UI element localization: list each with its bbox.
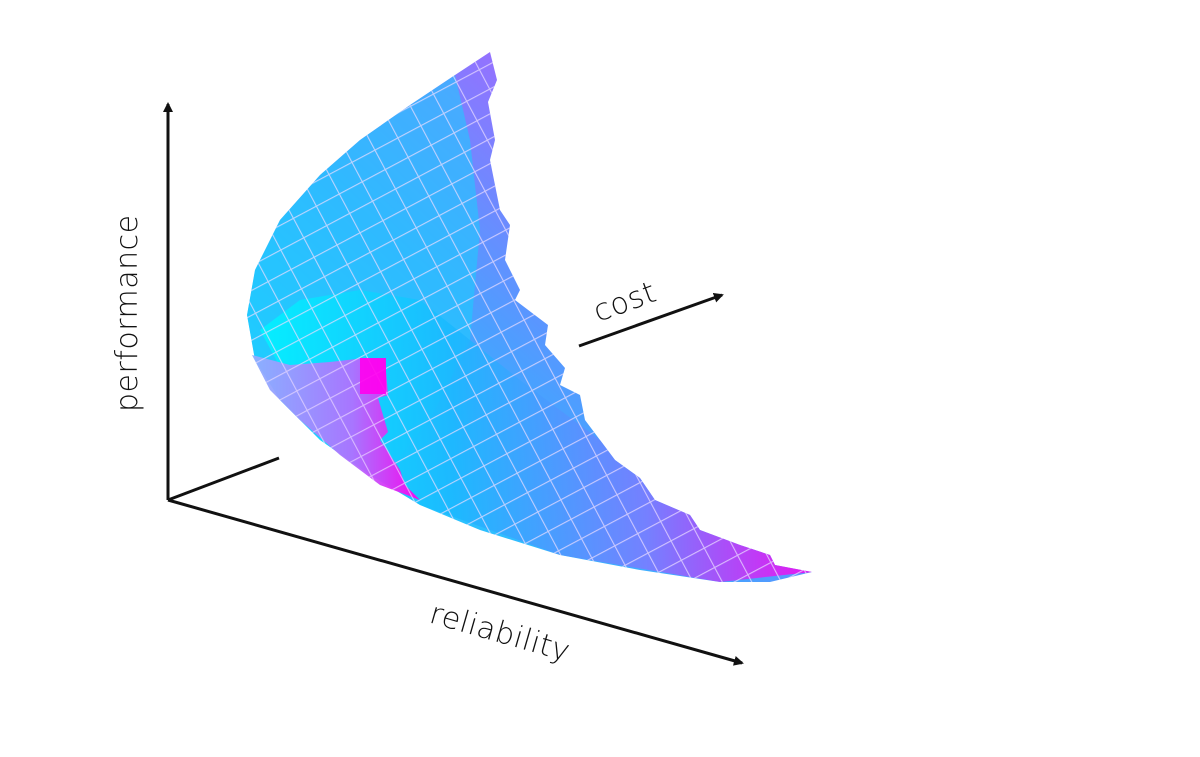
performance-axis-label: performance (110, 214, 145, 412)
axes (163, 102, 744, 666)
cost-axis-near-segment (167, 456, 280, 502)
surface-lower-flap (252, 355, 420, 500)
reliability-axis-label: reliability (426, 596, 574, 669)
reliability-axis (167, 498, 744, 666)
cost-axis-far-segment (578, 292, 724, 348)
surface-main (247, 52, 812, 582)
